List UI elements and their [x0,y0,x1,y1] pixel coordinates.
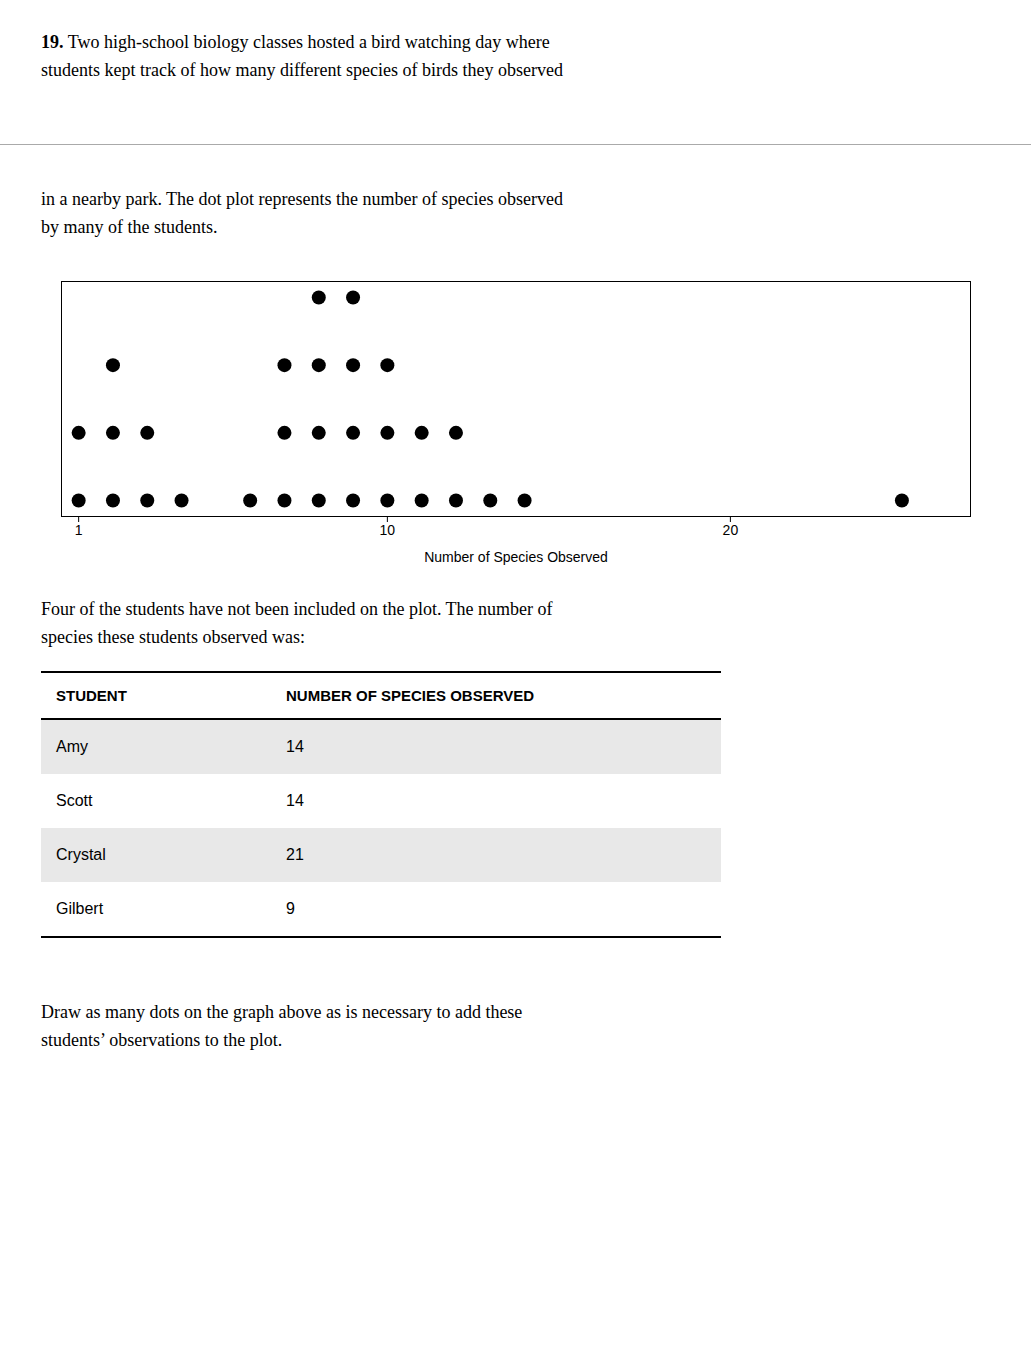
svg-text:1: 1 [75,522,83,538]
html-text:9: 9 [286,900,295,917]
html-text:Gilbert: Gilbert [56,900,104,917]
html-text:species these students observe: species these students observed was: [41,627,305,647]
html-text:Amy: Amy [56,738,88,755]
svg-text:20: 20 [723,522,739,538]
html-text:students’ observations to the: students’ observations to the plot. [41,1030,283,1050]
html-text:Scott: Scott [56,792,93,809]
html-text:students kept track of how man: students kept track of how many differen… [41,60,563,80]
html-text:19. Two high-school biology cl: 19. Two high-school biology classes host… [41,32,550,52]
html-text:NUMBER OF SPECIES OBSERVED: NUMBER OF SPECIES OBSERVED [286,687,535,704]
html-text:in a nearby park. The dot plot: in a nearby park. The dot plot represent… [41,189,563,209]
svg-text:Number of Species Observed: Number of Species Observed [424,549,608,565]
html-text:by many of the students.: by many of the students. [41,217,218,237]
html-text:21: 21 [286,846,304,863]
html-text:Draw as many dots on the graph: Draw as many dots on the graph above as … [41,1002,523,1022]
svg-text:10: 10 [380,522,396,538]
html-text:Four of the students have not: Four of the students have not been inclu… [41,599,553,619]
html-text:14: 14 [286,738,304,755]
html-text:Crystal: Crystal [56,846,106,863]
html-text:STUDENT: STUDENT [56,687,127,704]
html-text:14: 14 [286,792,304,809]
